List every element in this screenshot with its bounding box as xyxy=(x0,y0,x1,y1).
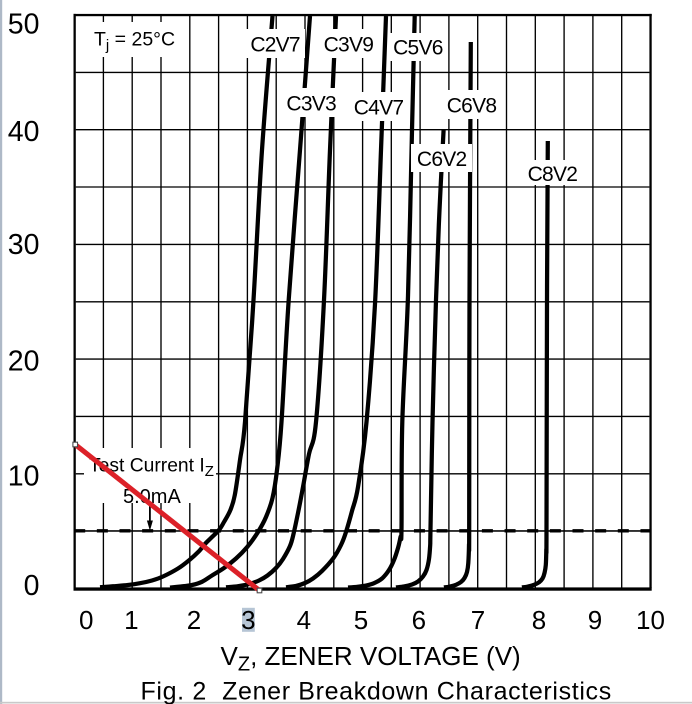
svg-text:5: 5 xyxy=(354,605,368,635)
svg-text:C5V6: C5V6 xyxy=(393,37,443,60)
svg-text:8: 8 xyxy=(532,605,546,635)
svg-text:1: 1 xyxy=(124,605,138,635)
svg-text:3: 3 xyxy=(241,605,255,635)
svg-text:C6V8: C6V8 xyxy=(447,95,497,118)
svg-text:10: 10 xyxy=(636,605,665,635)
svg-text:0: 0 xyxy=(24,570,40,602)
svg-text:2: 2 xyxy=(187,605,201,635)
svg-text:6: 6 xyxy=(412,605,426,635)
svg-text:C8V2: C8V2 xyxy=(528,163,578,186)
svg-text:C3V9: C3V9 xyxy=(324,33,374,56)
svg-text:30: 30 xyxy=(8,229,40,261)
svg-text:50: 50 xyxy=(8,9,40,41)
svg-text:7: 7 xyxy=(471,605,485,635)
svg-text:0: 0 xyxy=(79,605,93,635)
svg-text:10: 10 xyxy=(8,461,40,493)
svg-text:Fig. 2 Zener Breakdown Charac: Fig. 2 Zener Breakdown Characteristics xyxy=(141,678,612,704)
svg-text:C6V2: C6V2 xyxy=(417,148,467,171)
svg-text:40: 40 xyxy=(8,116,40,148)
svg-text:Test Current IZ: Test Current IZ xyxy=(89,456,214,481)
svg-text:C3V3: C3V3 xyxy=(286,93,336,116)
svg-text:VZ, ZENER VOLTAGE (V): VZ, ZENER VOLTAGE (V) xyxy=(221,641,521,676)
svg-text:C2V7: C2V7 xyxy=(250,33,300,56)
svg-text:C4V7: C4V7 xyxy=(354,96,404,119)
svg-text:9: 9 xyxy=(588,605,602,635)
svg-text:20: 20 xyxy=(8,346,40,378)
svg-text:4: 4 xyxy=(297,605,311,635)
